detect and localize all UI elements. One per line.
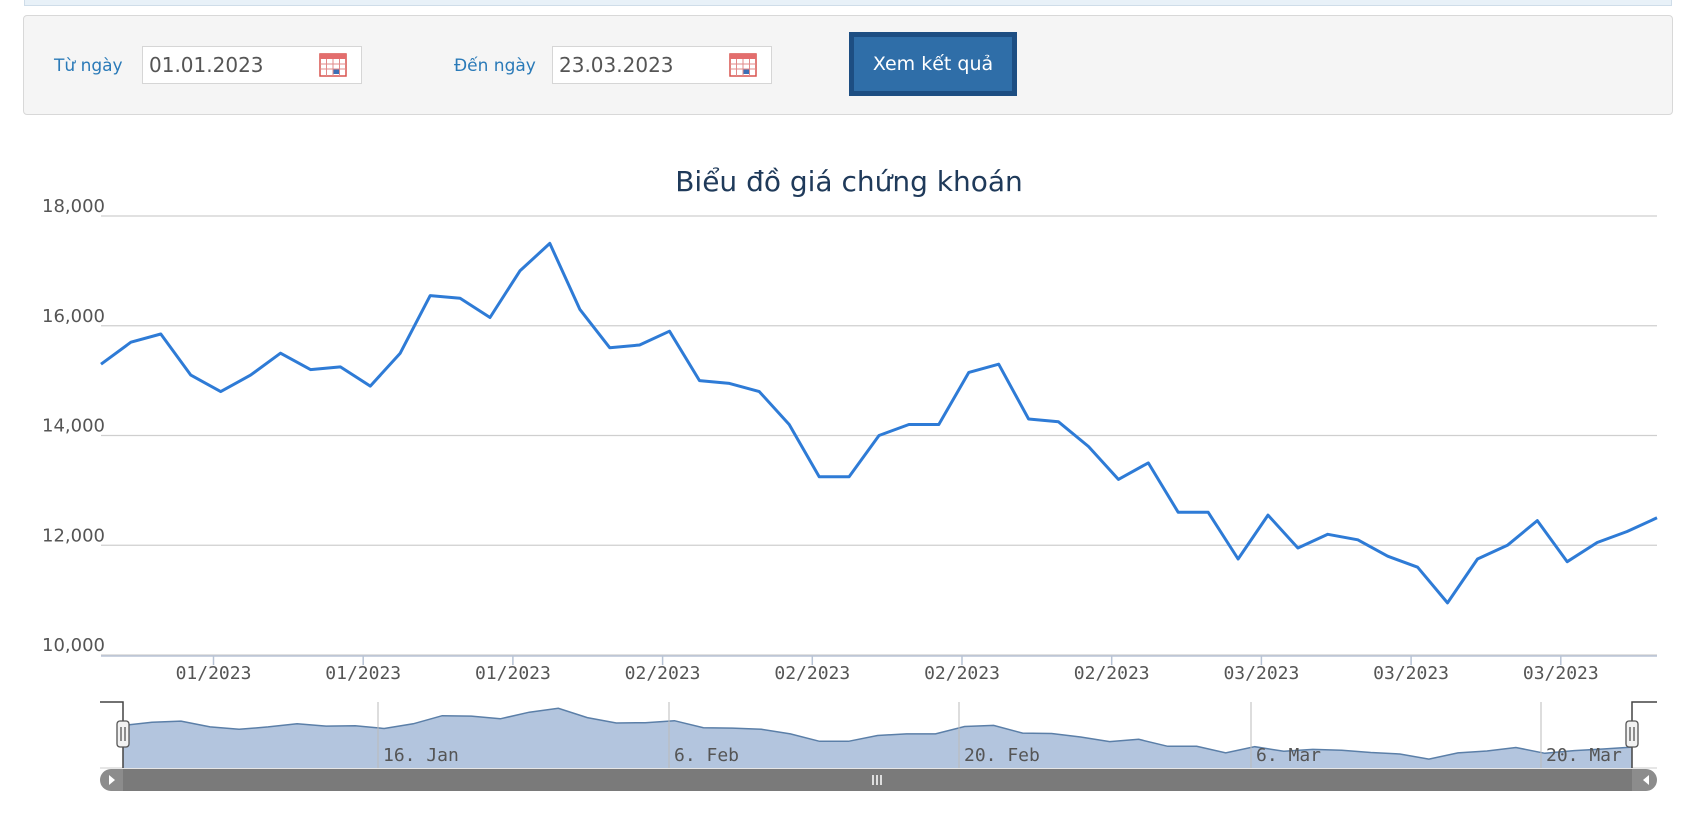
view-results-label: Xem kết quả [854,37,1012,91]
scrollbar[interactable] [100,769,1657,791]
date-filter-panel: Từ ngày Đến ngày Xem kết quả [23,15,1673,115]
to-date-label: Đến ngày [454,56,536,76]
navigator-handle-left[interactable] [116,720,130,748]
x-tick-label: 01/2023 [325,663,401,684]
top-strip [24,0,1672,6]
from-date-label: Từ ngày [54,56,123,76]
arrow-left-icon[interactable] [109,775,115,785]
handle-body [1625,720,1639,748]
x-tick-label: 02/2023 [1074,663,1150,684]
x-axis: 01/2023 01/2023 01/2023 02/2023 02/2023 02/20… [101,655,1657,684]
to-date-input[interactable] [553,47,723,83]
navigator-label: 16. Jan [383,745,459,766]
navigator-area [123,708,1632,768]
to-date-box [552,46,772,84]
x-tick-label: 02/2023 [625,663,701,684]
y-tick-label: 12,000 [42,525,105,546]
x-tick-label: 01/2023 [475,663,551,684]
navigator-label: 6. Feb [674,745,739,766]
navigator-label: 6. Mar [1256,745,1321,766]
from-date-box [142,46,362,84]
x-tick-label: 03/2023 [1523,663,1599,684]
x-tick-label: 01/2023 [176,663,252,684]
y-tick-label: 14,000 [42,416,105,437]
calendar-icon[interactable] [319,52,347,77]
chart-title: Biểu đồ giá chứng khoán [675,165,1023,198]
navigator-handle-right[interactable] [1625,720,1639,748]
navigator-series-line [122,707,1633,760]
view-results-button[interactable]: Xem kết quả [849,32,1017,96]
navigator[interactable]: 16. Jan 6. Feb 20. Feb 6. Mar 20. Mar [100,701,1657,769]
y-tick-label: 18,000 [42,196,105,217]
from-date-input[interactable] [143,47,313,83]
arrow-right-icon[interactable] [1643,775,1649,785]
x-tick-label: 02/2023 [924,663,1000,684]
y-axis-labels: 10,000 12,000 14,000 16,000 18,000 [42,196,105,656]
y-tick-label: 10,000 [42,635,105,656]
x-tick-label: 03/2023 [1373,663,1449,684]
x-tick-label: 03/2023 [1223,663,1299,684]
price-series-line[interactable] [100,241,1658,605]
handle-body [116,720,130,748]
navigator-label: 20. Feb [964,745,1040,766]
grip-icon [872,775,882,785]
x-tick-label: 02/2023 [774,663,850,684]
y-tick-label: 16,000 [42,306,105,327]
calendar-icon[interactable] [729,52,757,77]
navigator-label: 20. Mar [1546,745,1622,766]
